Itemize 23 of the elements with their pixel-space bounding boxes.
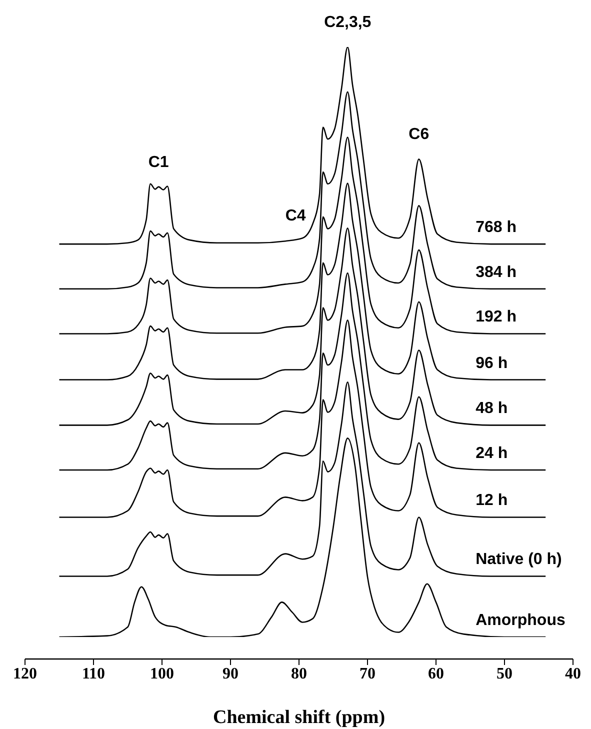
x-tick-label: 40 (565, 665, 581, 682)
x-tick-label: 70 (360, 665, 376, 682)
x-tick-label: 50 (496, 665, 512, 682)
x-tick-label: 90 (222, 665, 238, 682)
series-label: Amorphous (476, 612, 566, 629)
x-tick-label: 120 (13, 665, 37, 682)
x-tick-label: 60 (428, 665, 444, 682)
series-label: 192 h (476, 308, 517, 326)
x-tick-label: 80 (291, 665, 307, 682)
series-label: Native (0 h) (476, 551, 562, 568)
annotation: C1 (148, 154, 169, 171)
series-label: 12 h (476, 492, 508, 510)
series-label: 96 h (476, 354, 508, 372)
annotation: C2,3,5 (324, 14, 372, 31)
annotation: C6 (408, 126, 430, 144)
series-label: 48 h (476, 400, 508, 418)
x-tick-label: 100 (150, 665, 174, 682)
x-axis-title: Chemical shift (ppm) (212, 707, 386, 728)
series-label: 768 h (476, 219, 517, 236)
annotation: C4 (285, 208, 306, 225)
x-tick-label: 110 (82, 665, 106, 682)
series-label: 24 h (476, 445, 508, 462)
series-label: 384 h (476, 264, 517, 281)
